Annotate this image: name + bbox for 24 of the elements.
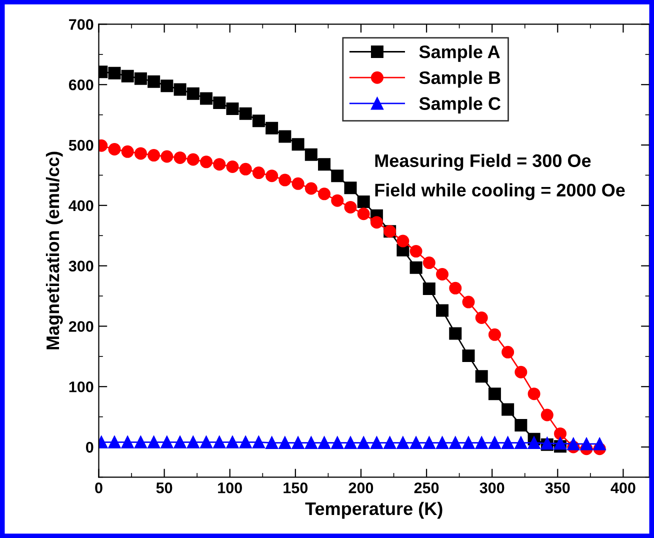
- x-axis-title: Temperature (K): [305, 502, 442, 519]
- x-tick-label: 50: [156, 482, 172, 494]
- annotation: Measuring Field = 300 Oe: [375, 154, 591, 171]
- x-tick-label: 150: [284, 482, 308, 494]
- y-tick-label: 400: [68, 200, 94, 212]
- annotation: Field while cooling = 2000 Oe: [375, 183, 625, 200]
- x-tick-label: 200: [348, 482, 374, 494]
- y-tick-label: 600: [68, 79, 94, 90]
- y-axis-title: Magnetization (emu/cc): [46, 152, 63, 350]
- legend-label: Sample C: [419, 96, 501, 114]
- x-tick-label: 250: [414, 482, 439, 494]
- legend-label: Sample A: [419, 44, 500, 62]
- y-tick-label: 700: [69, 19, 94, 30]
- x-tick-label: 400: [610, 482, 636, 494]
- y-tick-label: 500: [68, 140, 94, 151]
- y-tick-label: 300: [68, 260, 94, 272]
- legend-label: Sample B: [419, 70, 500, 88]
- x-tick-label: 0: [95, 482, 102, 494]
- x-tick-label: 350: [545, 482, 570, 494]
- y-tick-label: 200: [68, 321, 94, 332]
- y-tick-label: 100: [69, 381, 94, 392]
- x-tick-label: 100: [218, 482, 242, 494]
- x-tick-label: 300: [480, 482, 504, 494]
- y-tick-label: 0: [86, 442, 94, 453]
